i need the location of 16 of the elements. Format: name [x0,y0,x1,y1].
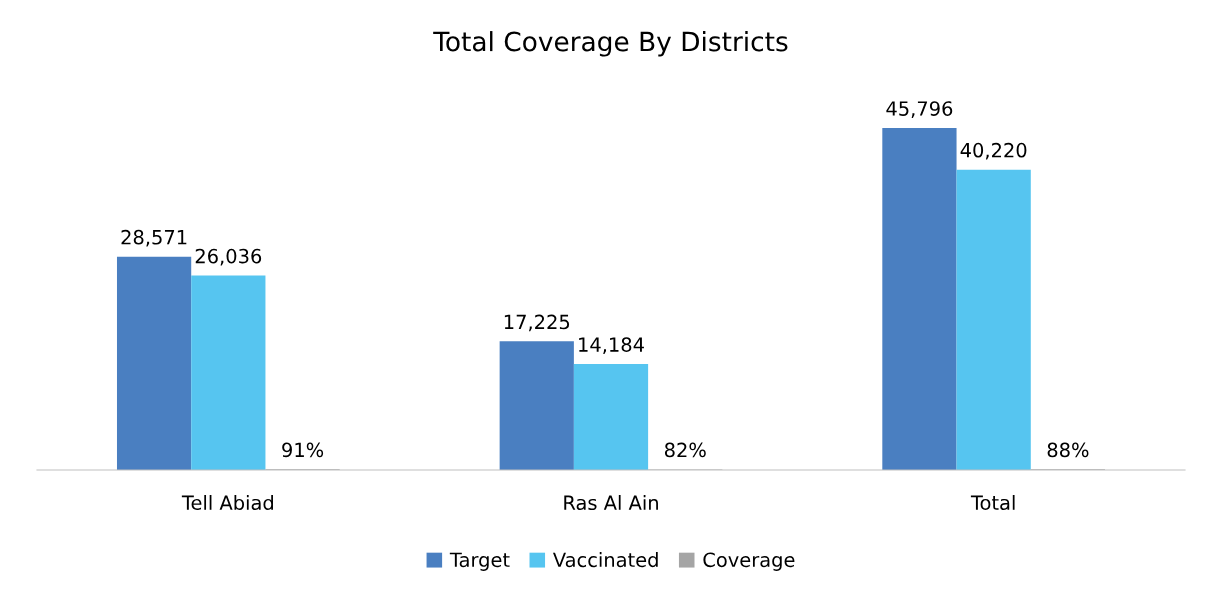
data-label: 40,220 [960,142,1027,160]
data-label: 45,796 [886,101,953,118]
legend-label: Vaccinated [552,552,658,568]
x-tick-label: Total [970,495,1015,511]
data-label: 88% [1047,442,1089,458]
data-label: 26,036 [195,248,262,266]
chart-title: Total Coverage By Districts [433,31,788,57]
data-label: 17,225 [504,314,570,332]
legend-label: Target [449,552,510,571]
data-label: 14,184 [579,337,644,354]
x-tick-label: Tell Abiad [181,495,273,511]
data-label: 28,571 [121,229,187,247]
legend-label: Coverage [703,552,795,571]
x-tick-label: Ras Al Ain [564,495,658,511]
data-label: 82% [664,442,706,458]
data-label: 91% [282,442,324,458]
